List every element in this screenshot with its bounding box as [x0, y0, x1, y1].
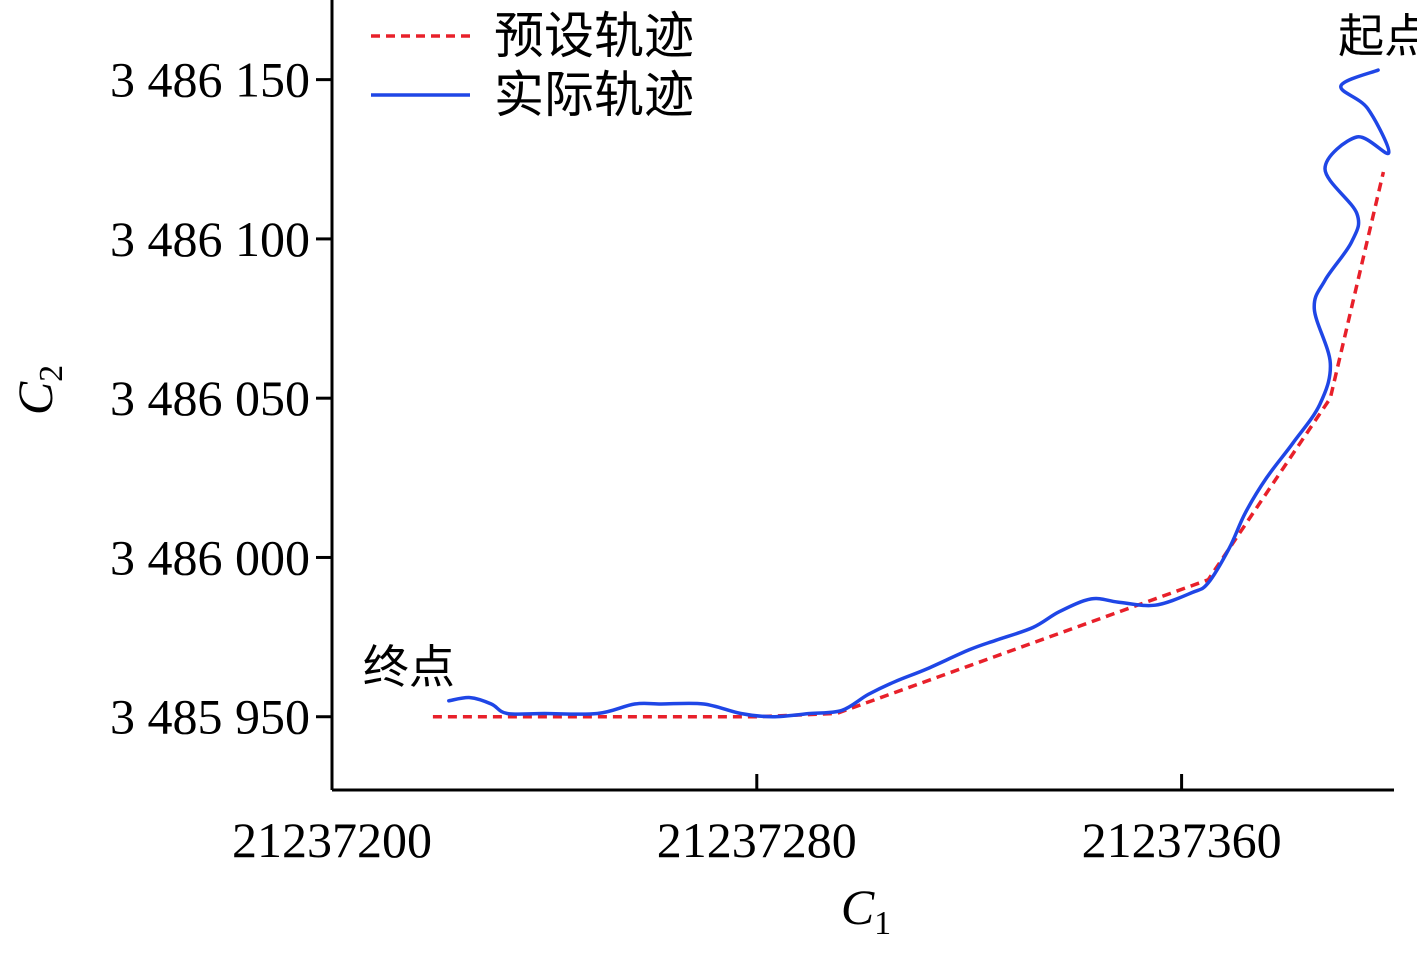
series-line-planned [432, 171, 1386, 719]
y-tick-label: 3 486 000 [110, 529, 310, 585]
y-axis-title: C2 [7, 365, 70, 415]
series-line-actual [447, 68, 1391, 719]
y-tick-label: 3 485 950 [110, 689, 310, 745]
y-tick-label: 3 486 100 [110, 211, 310, 267]
series-layer [432, 68, 1391, 719]
y-tick-label: 3 486 150 [110, 52, 310, 108]
x-tick-label: 21237360 [1082, 812, 1282, 868]
annotation-end: 终点 [363, 642, 455, 693]
annotation-start: 起点 [1338, 11, 1417, 62]
x-tick-label: 21237200 [232, 812, 432, 868]
x-axis-title: C1 [841, 879, 891, 942]
y-tick-label: 3 486 050 [110, 370, 310, 426]
x-tick-label: 21237280 [657, 812, 857, 868]
axes-layer: 21237200 21237280 21237360 3 485 950 3 486 0… [7, 0, 1394, 942]
legend-label: 预设轨迹 [494, 8, 694, 64]
legend-label: 实际轨迹 [494, 67, 694, 123]
